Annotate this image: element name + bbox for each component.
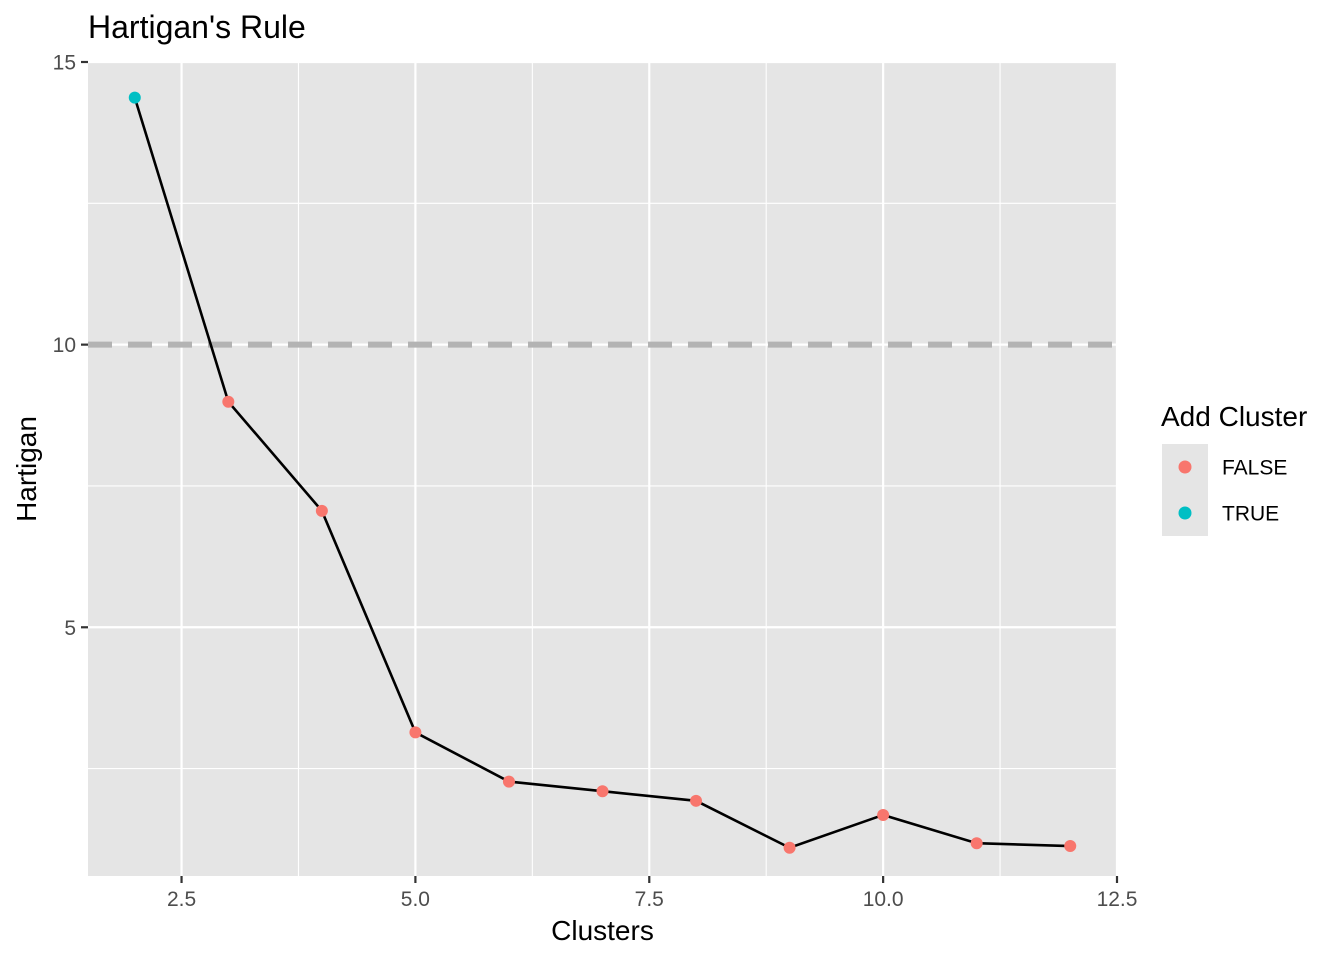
legend-key-false	[1178, 460, 1192, 474]
y-tick-label: 5	[64, 617, 76, 640]
x-tick-label: 7.5	[635, 888, 664, 911]
data-point-12	[1064, 840, 1077, 853]
legend-key-background	[1162, 444, 1208, 536]
data-point-7	[596, 785, 609, 798]
data-point-2	[128, 91, 141, 104]
data-points	[128, 91, 1077, 854]
y-axis: 5 10 15	[53, 52, 88, 640]
legend-label-false: FALSE	[1222, 457, 1287, 480]
x-axis-title: Clusters	[551, 915, 654, 946]
y-axis-title: Hartigan	[11, 416, 42, 522]
legend-title: Add Cluster	[1161, 401, 1307, 432]
data-point-10	[877, 808, 890, 821]
data-point-4	[315, 504, 328, 517]
y-tick-label: 10	[53, 334, 76, 357]
legend: Add Cluster FALSE TRUE	[1161, 401, 1307, 536]
legend-key-true	[1178, 506, 1192, 520]
data-point-11	[970, 837, 983, 850]
chart-title: Hartigan's Rule	[88, 9, 306, 45]
x-tick-label: 10.0	[863, 888, 904, 911]
minor-gridlines	[88, 62, 1117, 876]
data-point-3	[222, 395, 235, 408]
x-tick-label: 2.5	[167, 888, 196, 911]
x-axis: 2.5 5.0 7.5 10.0 12.5	[167, 876, 1137, 911]
data-point-6	[502, 775, 515, 788]
legend-label-true: TRUE	[1222, 503, 1279, 526]
data-point-8	[690, 794, 703, 807]
x-tick-label: 12.5	[1097, 888, 1138, 911]
x-tick-label: 5.0	[401, 888, 430, 911]
data-point-9	[783, 841, 796, 854]
y-tick-label: 15	[53, 52, 76, 75]
data-point-5	[409, 726, 422, 739]
plot-panel	[88, 62, 1117, 876]
